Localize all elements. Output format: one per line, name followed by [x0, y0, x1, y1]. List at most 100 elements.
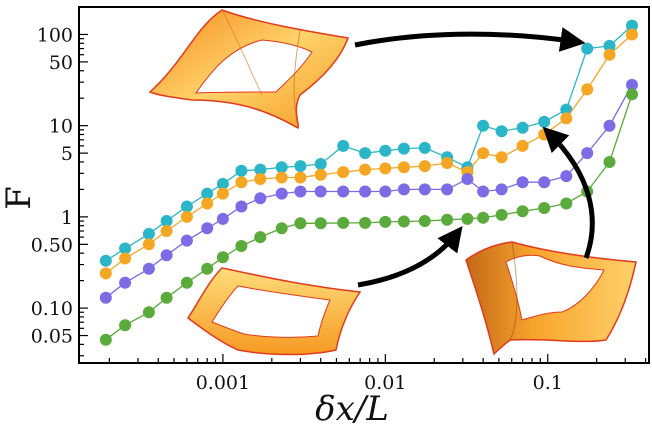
- data-point: [180, 276, 193, 289]
- data-point: [314, 158, 327, 170]
- series-1: [99, 19, 638, 267]
- data-point: [560, 170, 573, 183]
- inset-twisted-right: [465, 241, 637, 356]
- x-tick-label: 0.001: [196, 372, 250, 394]
- data-point: [294, 217, 307, 230]
- data-point: [254, 192, 267, 205]
- data-point: [379, 162, 392, 175]
- axis-ticks: [79, 6, 647, 363]
- inset-flat-square: [186, 267, 362, 356]
- data-point: [201, 262, 214, 275]
- data-point: [397, 161, 410, 174]
- arrow-to-middle-branch: [357, 226, 463, 288]
- data-point: [495, 125, 508, 138]
- data-point: [441, 157, 454, 169]
- data-point: [201, 197, 214, 210]
- data-point: [379, 185, 392, 198]
- data-point: [359, 216, 372, 229]
- x-tick-label: 0.01: [364, 372, 406, 394]
- data-point: [294, 171, 307, 184]
- data-point: [119, 242, 132, 255]
- data-point: [603, 39, 616, 52]
- data-point: [516, 205, 529, 218]
- y-tick-label: 50: [49, 52, 73, 74]
- data-point: [119, 319, 132, 332]
- data-point: [581, 147, 594, 160]
- data-point: [275, 161, 288, 174]
- data-point: [359, 185, 372, 198]
- data-point: [235, 164, 248, 177]
- data-point: [99, 333, 112, 346]
- series-4: [99, 88, 638, 346]
- data-point: [397, 142, 410, 155]
- data-point: [516, 121, 529, 134]
- data-point: [275, 171, 288, 184]
- data-point: [216, 177, 229, 190]
- data-point: [418, 183, 431, 196]
- data-point: [337, 139, 350, 152]
- arrow-to-upper-branch: [354, 27, 586, 52]
- data-point: [495, 151, 508, 164]
- data-point: [337, 185, 350, 198]
- arrow-to-jump: [542, 126, 595, 259]
- data-point: [418, 215, 431, 227]
- data-point: [216, 187, 229, 200]
- data-point: [581, 42, 594, 55]
- series-3: [99, 78, 638, 304]
- data-point: [216, 212, 229, 225]
- y-tick-label: 5: [61, 143, 73, 165]
- data-point: [275, 187, 288, 200]
- data-point: [254, 173, 267, 185]
- data-point: [418, 141, 431, 154]
- data-point: [201, 222, 214, 235]
- y-tick-label: 10: [49, 116, 73, 138]
- data-point: [379, 144, 392, 157]
- data-point: [626, 28, 638, 41]
- data-point: [99, 254, 112, 267]
- data-point: [538, 176, 551, 189]
- data-point: [560, 197, 573, 210]
- data-point: [397, 183, 410, 196]
- series-layer: [99, 19, 638, 346]
- data-point: [119, 276, 132, 289]
- data-point: [477, 147, 490, 160]
- data-point: [581, 83, 594, 96]
- data-point: [337, 166, 350, 179]
- data-point: [160, 249, 173, 262]
- data-point: [142, 306, 155, 319]
- data-point: [99, 267, 112, 280]
- data-point: [180, 200, 193, 213]
- data-point: [294, 160, 307, 173]
- data-point: [314, 217, 327, 230]
- data-point: [235, 240, 248, 252]
- data-point: [180, 210, 193, 223]
- data-point: [142, 238, 155, 251]
- data-point: [495, 183, 508, 196]
- data-point: [477, 211, 490, 224]
- series-2: [99, 28, 638, 280]
- data-point: [275, 222, 288, 235]
- y-tick-label: 0.50: [31, 234, 73, 256]
- data-point: [235, 200, 248, 213]
- data-point: [160, 225, 173, 237]
- data-point: [359, 163, 372, 176]
- data-point: [538, 202, 551, 214]
- x-tick-label: 0.1: [533, 372, 563, 394]
- data-point: [180, 234, 193, 247]
- axis-tick-labels: 0.001 0.01 0.1 0.05 0.10 0.50 1 5 10 50 100: [31, 24, 563, 394]
- data-point: [603, 156, 616, 168]
- data-point: [160, 291, 173, 304]
- data-point: [461, 173, 474, 185]
- y-tick-label: 100: [37, 24, 73, 46]
- data-point: [516, 176, 529, 189]
- data-point: [626, 19, 638, 32]
- data-point: [418, 160, 431, 173]
- data-point: [441, 183, 454, 196]
- data-point: [477, 119, 490, 132]
- data-point: [201, 187, 214, 200]
- data-point: [626, 88, 638, 101]
- plot-frame: [78, 6, 650, 364]
- data-point: [516, 139, 529, 152]
- data-point: [119, 252, 132, 265]
- data-point: [142, 227, 155, 240]
